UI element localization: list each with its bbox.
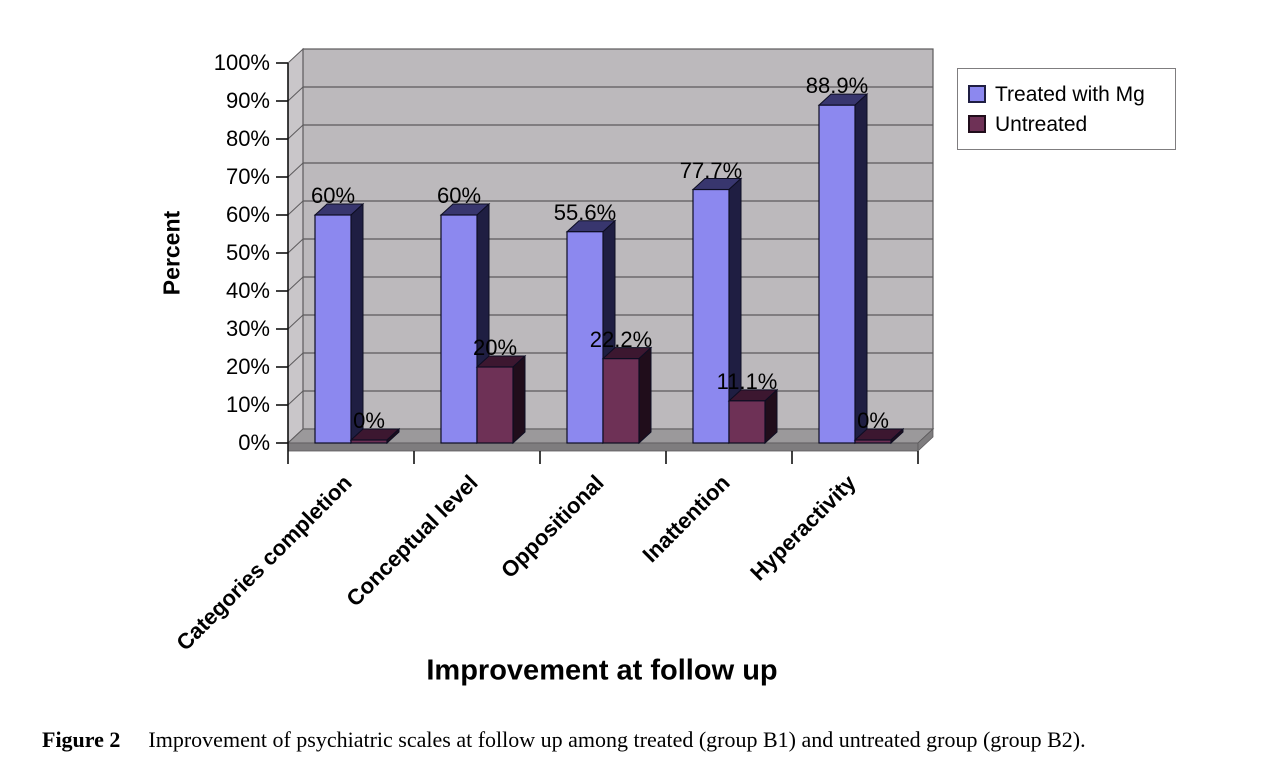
figure-caption: Figure 2 Improvement of psychiatric scale…: [42, 727, 1254, 753]
bar-series1-0-front: [314, 214, 352, 444]
bar-series2-1-front: [476, 366, 514, 444]
bar-series2-3-front: [728, 400, 766, 444]
bar-series1-2-front: [566, 231, 604, 444]
gridline-side-segment: [287, 314, 304, 330]
plot-floor-front: [287, 442, 919, 452]
y-axis-title: Percent: [158, 210, 185, 296]
bar-series2-0-front: [350, 439, 388, 444]
figure-caption-label: Figure 2: [42, 727, 121, 752]
bar-series2-1-side: [512, 354, 526, 445]
gridline-side-segment: [287, 200, 304, 216]
bar-series2-2-side: [638, 346, 652, 445]
legend-row: Treated with Mg: [968, 84, 1175, 105]
bar-series2-4-front: [854, 439, 892, 444]
gridline-side-segment: [287, 124, 304, 140]
bar-series1-3-front: [692, 188, 730, 444]
figure-caption-text: Improvement of psychiatric scales at fol…: [148, 727, 1086, 752]
bar-series1-4-front: [818, 104, 856, 444]
legend-label: Treated with Mg: [995, 82, 1145, 106]
plot-floor-right: [917, 428, 934, 452]
gridline-side-segment: [287, 276, 304, 292]
legend-row: Untreated: [968, 114, 1175, 135]
gridline-side-segment: [287, 238, 304, 254]
x-axis-title: Improvement at follow up: [426, 654, 778, 687]
bar-series1-1-front: [440, 214, 478, 444]
gridline-side-segment: [287, 390, 304, 406]
bar-series1-4-side: [854, 93, 868, 445]
legend-swatch-icon: [968, 115, 986, 133]
bar-series2-2-front: [602, 358, 640, 444]
bar-series1-0-side: [350, 202, 364, 445]
gridline-side-segment: [287, 352, 304, 368]
legend-swatch-icon: [968, 85, 986, 103]
gridline-side-segment: [287, 86, 304, 102]
legend-label: Untreated: [995, 112, 1088, 136]
gridline-side-segment: [287, 162, 304, 178]
legend: Treated with Mg Untreated: [957, 68, 1176, 150]
